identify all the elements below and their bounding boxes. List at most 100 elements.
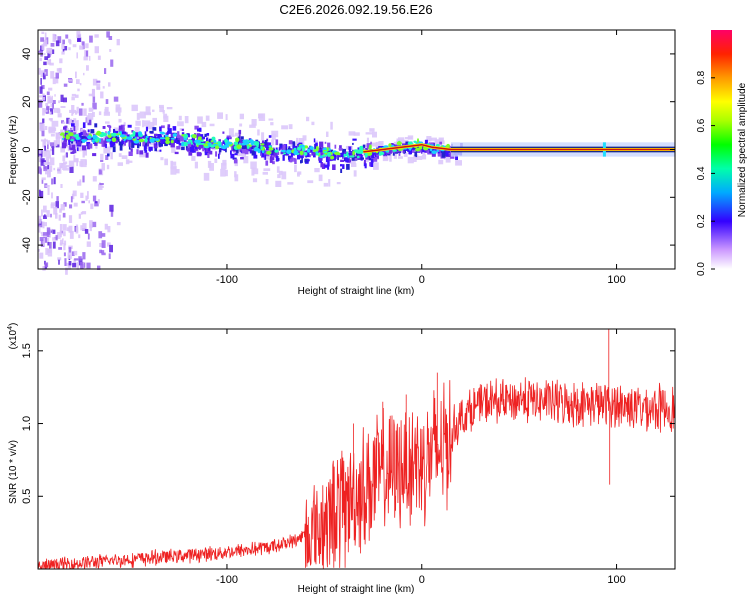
spectrogram-cell [214,158,218,163]
spectrogram-cell [236,144,242,150]
spectrogram-cell [66,134,69,139]
spectrogram-cell [311,151,315,156]
spectrogram-cell [58,100,60,104]
spectrogram-cell [131,130,134,133]
snr-panel: -100 0 100 0.5 1.0 1.5 Height of straight li… [7,323,676,595]
spectrogram-cell [370,158,374,163]
spectrogram-cell [40,239,45,247]
spectrogram-cell [204,149,209,156]
snr-y-ticks: 0.5 1.0 1.5 [21,343,675,504]
spectrogram-cell [415,151,418,158]
spectrogram-cell [167,130,169,136]
spectrogram-cell [121,155,128,159]
spectrogram-cell [47,242,50,246]
spectrogram-cell [159,131,165,134]
spectrogram-cell [62,121,66,124]
spectrogram-cell [108,253,111,259]
spectrogram-cell [202,136,205,140]
spectrogram-cell [101,185,104,188]
spectrogram-cell [268,135,272,138]
spectrogram-cell [292,145,294,150]
spectrogram-cell [199,145,202,150]
spectrogram-cell [48,87,53,91]
spectrogram-cell [92,195,97,202]
spectrogram-cell [250,140,254,146]
spectrogram-cell [65,152,68,158]
spectrogram-cell [177,137,180,140]
spectrogram-cell [402,139,409,146]
spectrogram-cell [277,174,281,179]
spectrogram-cell [143,145,147,151]
spectrogram-cell [69,204,73,209]
spectrogram-cell [42,266,46,271]
spectrogram-cell [111,135,114,139]
spectrogram-cell [63,243,66,251]
spectrogram-cell [75,136,80,140]
spectrogram-cell [45,248,49,255]
spectrogram-cell [430,142,434,146]
spectrogram-cell [90,203,94,210]
spectrogram-cell [78,132,82,138]
spectrogram-cell [76,120,79,127]
spectrogram-cell [164,142,168,147]
spectrogram-cell [211,146,217,151]
spectrogram-cell [134,132,139,137]
spectrogram-cell [111,140,115,146]
spectrogram-cell [41,178,44,184]
spectrogram-cell [116,39,120,46]
spectrogram-cell [276,151,280,155]
spectrogram-cell [222,159,227,166]
spectrogram-cell [64,258,67,266]
spectrogram-cell [142,120,145,128]
spectrogram-cell [360,157,364,160]
spectrogram-cell [53,140,57,147]
spectrogram-cell [192,141,195,144]
spectrogram-cell [196,152,202,157]
spectrogram-cell [95,144,98,149]
spectrogram-cell [39,237,44,242]
spectrogram-cell [242,139,248,144]
spectrogram-cell [417,138,419,144]
spectrogram-cell [79,146,83,151]
spectrogram-cell [172,126,177,131]
spectrogram-cell [62,135,65,139]
spectrogram-cell [338,148,343,151]
spectrogram-cell [447,152,449,155]
spectrogram-cell [51,148,55,155]
spectrogram-cell [38,50,42,53]
spectrogram-cell [84,148,87,156]
spectrogram-cell [99,183,104,185]
spectrogram-cell [73,126,76,132]
spectrogram-cell [206,137,209,142]
spectrogram-cell [62,155,66,162]
spectrogram-cell [59,162,64,168]
spectrogram-cell [253,168,259,175]
spectrogram-cell [275,156,279,162]
spectrogram-cell [40,37,45,42]
spectrogram-cell [63,97,67,103]
spectrogram-cell [91,89,95,97]
colorbar-gradient [711,30,732,269]
spectrogram-cell [50,202,56,207]
spectrogram-cell [365,148,368,152]
spectrogram-cell [100,153,104,160]
spectrogram-cell [257,129,260,136]
spectrogram-cell [239,139,242,146]
spectrogram-cell [154,138,160,141]
spectrogram-cell [39,189,41,197]
spectrogram-cell [431,137,437,141]
snr-x-tick-label: 0 [419,574,425,586]
spectrogram-cell [45,170,49,175]
spectrogram-cell [155,149,162,153]
spectrogram-cell [300,160,302,164]
spectrogram-cell [346,152,349,157]
spectrogram-cell [139,134,142,140]
spectrogram-cell [51,49,55,54]
spectrogram-cell [80,225,83,231]
spectrogram-cell [223,144,230,148]
spectrogram-cell [143,123,150,127]
spectrogram-cell [105,99,109,104]
spectrogram-cell [281,171,287,180]
spectrogram-cell [92,153,97,157]
spectrogram-cell [154,133,158,137]
